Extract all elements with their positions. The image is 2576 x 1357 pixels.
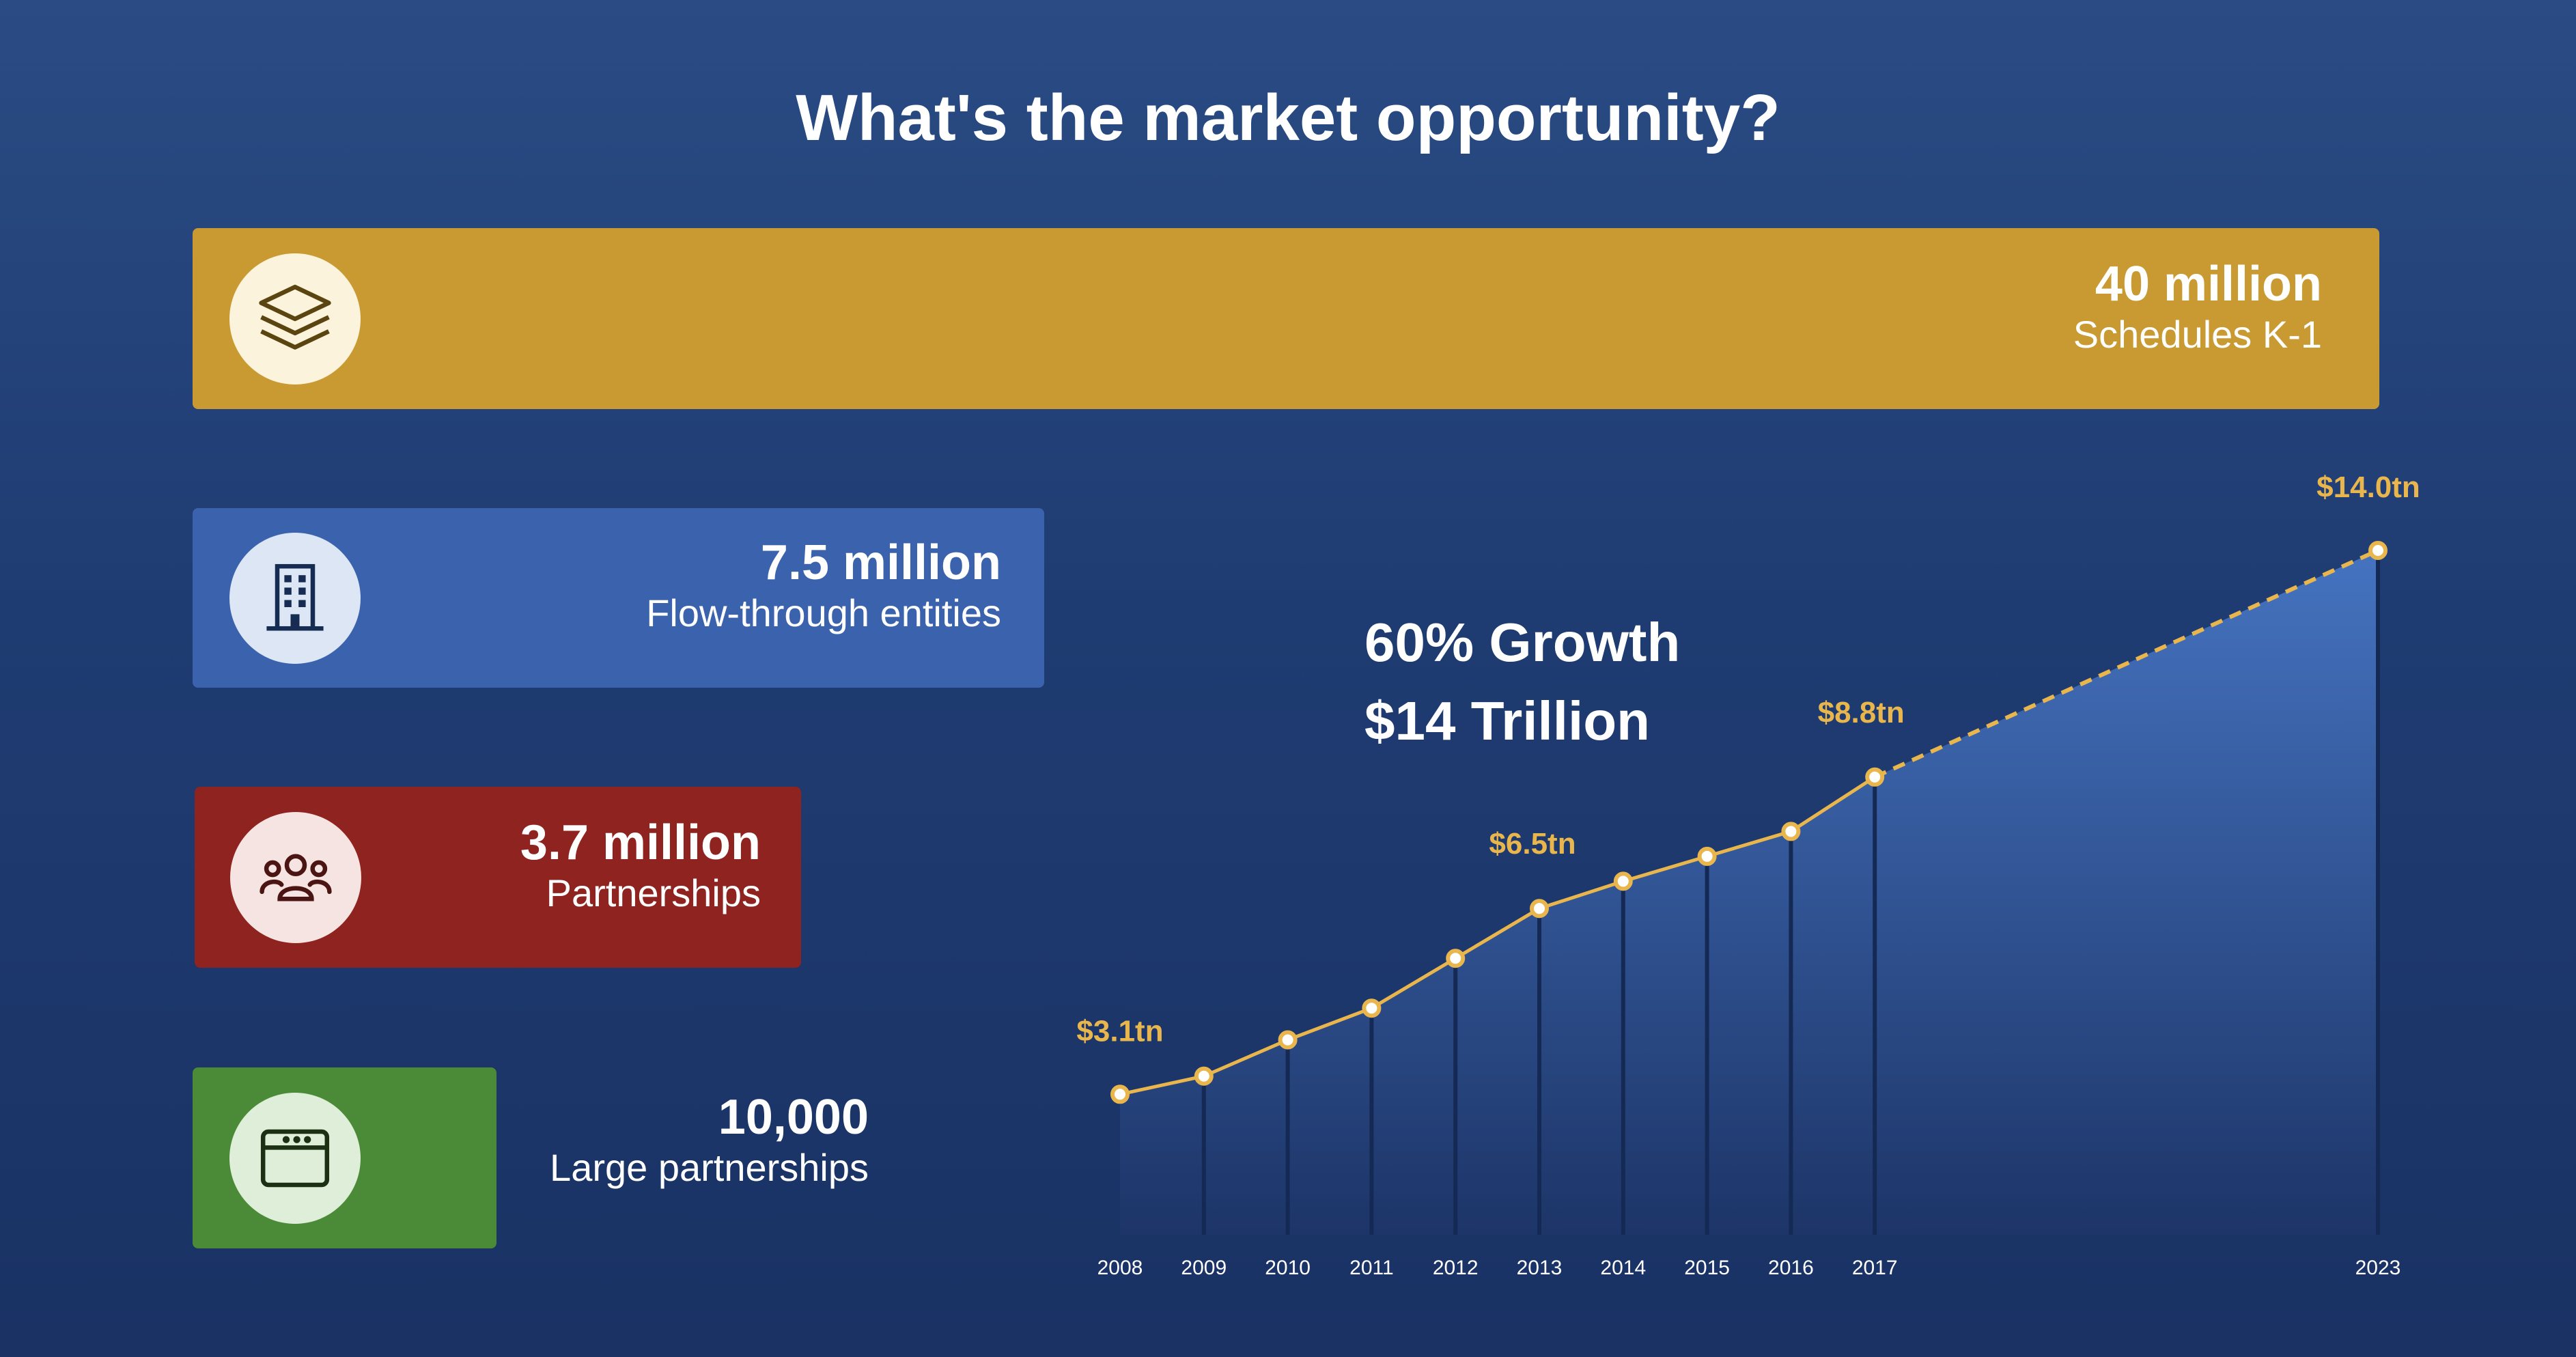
bar-large-partnerships [193,1067,496,1248]
chart-x-tick-label: 2013 [1517,1257,1563,1279]
browser-window-icon [229,1093,361,1224]
chart-x-tick-label: 2014 [1600,1257,1646,1279]
layers-icon [229,253,361,384]
chart-data-point [1194,1066,1214,1086]
chart-x-tick-label: 2012 [1433,1257,1479,1279]
bar-schedules-k1: 40 million Schedules K-1 [193,228,2379,409]
chart-data-label: $14.0tn [2316,471,2420,504]
chart-x-tick-label: 2009 [1181,1257,1227,1279]
chart-area-fill [1120,550,2378,1235]
bar-value: 10,000 [718,1090,869,1145]
bar-partnerships: 3.7 million Partnerships [195,787,801,968]
bar-value: 7.5 million [760,535,1001,590]
chart-x-tick-label: 2015 [1684,1257,1730,1279]
chart-x-tick-label: 2008 [1097,1257,1143,1279]
chart-data-point [1697,846,1717,866]
chart-data-point [2368,541,2388,560]
bar-label: Large partnerships [550,1146,869,1189]
chart-data-point [1362,998,1382,1018]
page-title: What's the market opportunity? [796,81,1780,154]
people-group-icon [230,812,361,943]
chart-data-label: $8.8tn [1818,696,1905,729]
chart-x-tick-label: 2017 [1852,1257,1898,1279]
growth-headline: 60% Growth [1364,612,1681,673]
bar-value: 40 million [2095,257,2322,311]
bar-label: Partnerships [546,871,761,914]
chart-data-point [1530,899,1549,919]
chart-data-point [1110,1085,1130,1104]
building-icon [229,533,361,664]
trillion-headline: $14 Trillion [1364,690,1650,751]
chart-data-label: $6.5tn [1489,827,1576,861]
chart-projection-line [1873,548,2379,779]
bar-flow-through-entities: 7.5 million Flow-through entities [193,508,1044,688]
chart-x-tick-label: 2016 [1768,1257,1814,1279]
chart-data-point [1278,1030,1298,1050]
chart-data-point [1781,822,1801,841]
chart-x-tick-label: 2011 [1349,1257,1394,1279]
chart-data-point [1446,949,1466,968]
chart-series-line [1119,775,1876,1096]
chart-x-tick-label: 2010 [1265,1257,1311,1279]
bar-label: Flow-through entities [646,591,1001,634]
chart-data-point [1865,767,1885,787]
bar-value: 3.7 million [520,815,761,870]
chart-x-tick-label: 2023 [2355,1257,2401,1279]
bar-label: Schedules K-1 [2073,313,2322,356]
chart-data-label: $3.1tn [1076,1014,1163,1048]
chart-data-point [1613,871,1633,891]
